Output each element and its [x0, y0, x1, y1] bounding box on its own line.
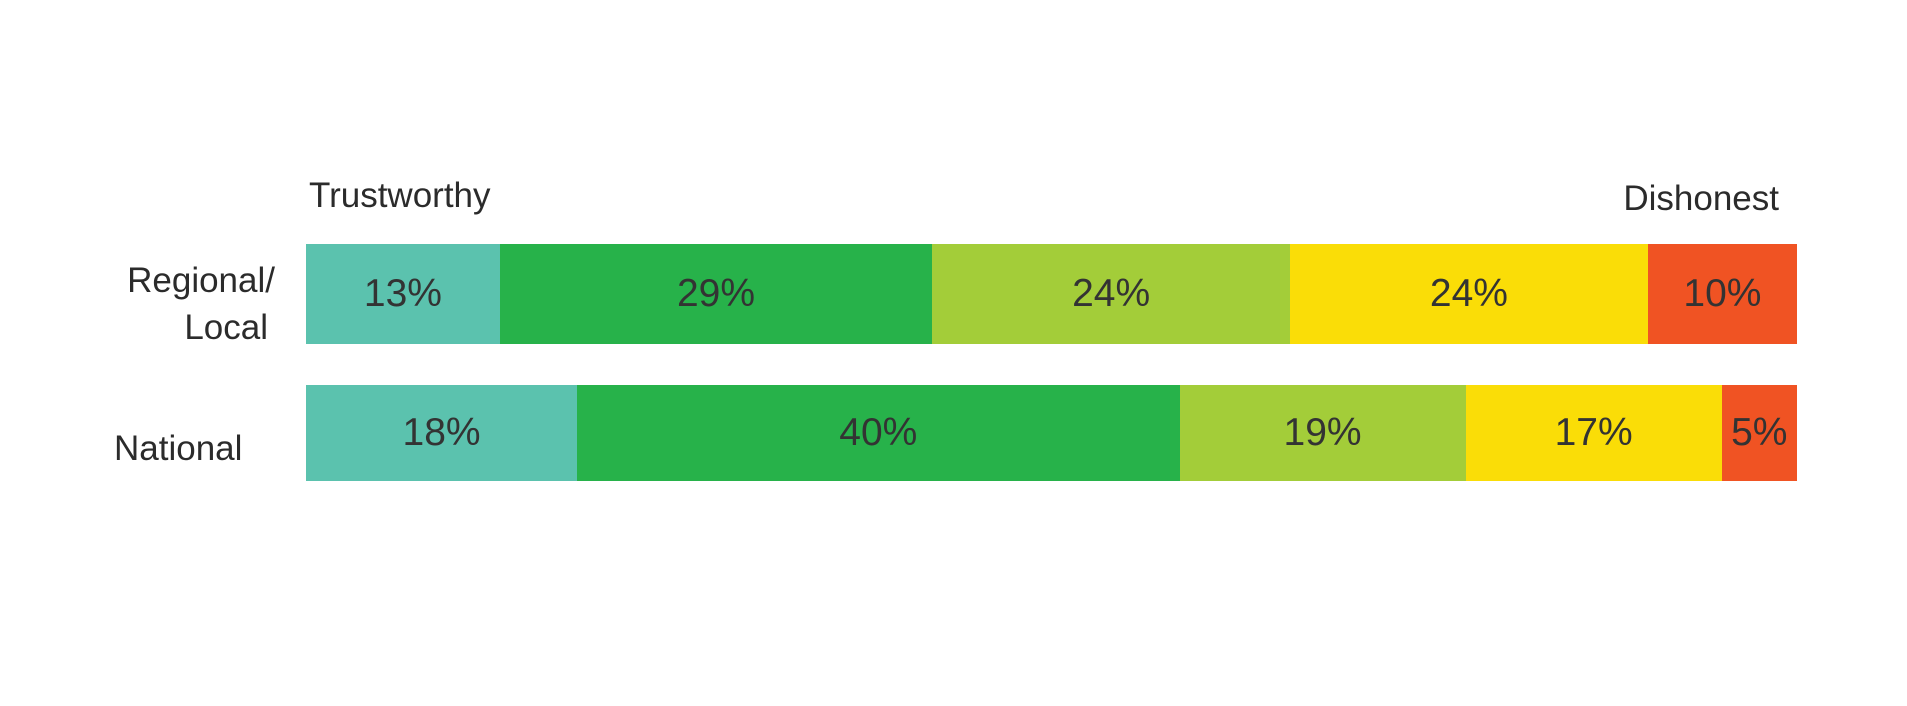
data-label: 29% — [676, 272, 756, 315]
bar-segment: 18% — [306, 385, 578, 481]
data-label: 5% — [1731, 411, 1788, 454]
data-label: 17% — [1554, 411, 1633, 454]
data-label: 10% — [1683, 272, 1762, 315]
row-label-national: National — [114, 429, 243, 468]
bar-segment: 19% — [1179, 385, 1466, 481]
data-label: 24% — [1429, 272, 1508, 315]
bar-segment: 17% — [1465, 385, 1722, 481]
scale-label-trustworthy: Trustworthy — [309, 176, 491, 215]
bar-segment: 10% — [1647, 244, 1797, 344]
bar-national: 18% 40% 19% 17% 5% — [306, 385, 1797, 481]
bar-segment: 40% — [577, 385, 1180, 481]
data-label: 40% — [839, 411, 918, 454]
bar-regional-local: 13% 29% 24% 24% 10% — [306, 244, 1797, 344]
bar-segment: 24% — [1290, 244, 1648, 344]
scale-label-dishonest: Dishonest — [1623, 179, 1779, 218]
data-label: 13% — [363, 272, 442, 315]
data-label: 18% — [402, 411, 481, 454]
bar-segment: 13% — [306, 244, 500, 344]
data-label: 19% — [1283, 411, 1362, 454]
bar-segment: 29% — [499, 244, 933, 344]
row-label-regional-local-line2: Local — [184, 308, 268, 347]
bar-segment: 5% — [1721, 385, 1797, 481]
row-label-regional-local-line1: Regional/ — [127, 261, 275, 300]
data-label: 24% — [1072, 272, 1151, 315]
bar-segment: 24% — [932, 244, 1291, 344]
